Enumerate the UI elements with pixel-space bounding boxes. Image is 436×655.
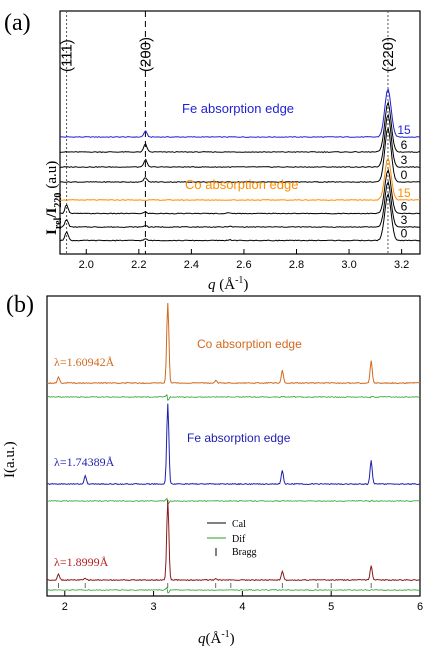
reflection-label: (200) xyxy=(137,37,154,72)
panel-b-ylabel: I(a.u.) xyxy=(2,441,18,478)
co-edge-label: Co absorption edge xyxy=(197,337,302,351)
panel-b-label: (b) xyxy=(6,292,34,318)
series-label: 0 xyxy=(401,168,408,182)
xlabel-q: q xyxy=(208,277,216,293)
a-xtick-label: 2.6 xyxy=(236,259,251,271)
difference-line xyxy=(47,586,421,594)
panel-a-xlabel: q (Å-1) xyxy=(208,275,248,293)
panel-b-curves xyxy=(46,302,421,594)
pattern-line xyxy=(46,403,421,486)
reflection-label: (111) xyxy=(59,39,76,72)
b-xtick-label: 2 xyxy=(62,601,68,613)
fe-wavelength-label: λ=1.74389Å xyxy=(54,455,115,469)
panel-a-xticks: 2.0 2.2 2.4 2.6 2.8 3.0 3.2 xyxy=(79,249,409,271)
ylabel-sub1: rel xyxy=(53,217,64,229)
ylabel-unit: (a.u) xyxy=(44,161,60,189)
pattern-line xyxy=(46,302,421,385)
panel-a-frame xyxy=(59,10,421,255)
series-label: 6 xyxy=(401,200,408,214)
co-group-label: Co absorption edge xyxy=(185,177,298,192)
legend-dif-label: Dif xyxy=(232,534,246,545)
xlabel-unit-close: ) xyxy=(243,277,248,293)
ylabel-mid: /I xyxy=(44,208,60,219)
svg-text:Irel/I220(a.u): Irel/I220 (a.u) xyxy=(44,161,64,235)
pattern-line xyxy=(46,499,421,582)
fe-group-label: Fe absorption edge xyxy=(182,101,294,116)
series-line xyxy=(59,87,421,138)
difference-line xyxy=(47,497,421,505)
red-wavelength-label: λ=1.8999Å xyxy=(54,555,109,569)
a-xtick-label: 2.0 xyxy=(79,259,94,271)
series-label: 15 xyxy=(397,123,411,137)
series-label: 0 xyxy=(401,227,408,241)
panel-b-legend: Cal Dif Bragg xyxy=(207,519,256,558)
co-wavelength-label: λ=1.60942Å xyxy=(54,355,115,369)
b-xtick-label: 5 xyxy=(328,601,334,613)
series-line xyxy=(59,126,421,183)
panel-b: (b) I(a.u.) 2 3 4 5 6 Co absorption edge λ=1… xyxy=(2,292,423,647)
series-line xyxy=(59,100,421,153)
series-line xyxy=(60,180,421,228)
panel-b-xticks: 2 3 4 5 6 xyxy=(62,591,423,613)
series-label: 6 xyxy=(401,138,408,152)
legend-bragg-label: Bragg xyxy=(232,547,256,558)
a-xtick-label: 3.0 xyxy=(341,259,356,271)
xlabel-exp: -1 xyxy=(235,275,243,286)
panel-a-ylabel: Irel/I220 (a.u) xyxy=(44,161,64,235)
series-line xyxy=(59,168,421,215)
series-label: 3 xyxy=(401,213,408,227)
reflection-label: (220) xyxy=(380,37,397,72)
series-line xyxy=(59,192,421,242)
a-xtick-label: 2.2 xyxy=(131,259,146,271)
panel-a-reflections: (111) (200) (220) xyxy=(59,11,397,254)
b-xlabel-unit-close: ) xyxy=(230,631,235,647)
b-xtick-label: 4 xyxy=(239,601,245,613)
series-line xyxy=(59,113,421,168)
b-xlabel-q: q xyxy=(198,631,206,647)
a-xtick-label: 2.4 xyxy=(184,259,199,271)
ylabel-main: I xyxy=(44,229,60,235)
a-xtick-label: 2.8 xyxy=(289,259,304,271)
b-xlabel-exp: -1 xyxy=(221,629,229,640)
fe-edge-label: Fe absorption edge xyxy=(187,431,291,445)
difference-line xyxy=(46,393,421,402)
panel-a-label: (a) xyxy=(4,10,31,36)
panel-a: (a) Irel/I220 (a.u) 2.0 2.2 2.4 2.6 2.8 3.0 3.2… xyxy=(4,10,421,293)
series-label: 15 xyxy=(397,186,411,200)
panel-b-frame xyxy=(46,295,421,597)
ylabel-sub2: 220 xyxy=(53,193,64,208)
a-xtick-label: 3.2 xyxy=(394,259,409,271)
b-xlabel-unit-open: (Å xyxy=(206,631,222,647)
b-xtick-label: 3 xyxy=(151,601,157,613)
series-line xyxy=(60,157,421,201)
series-label: 3 xyxy=(401,153,408,167)
xlabel-unit-open: (Å xyxy=(216,277,236,293)
b-xtick-label: 6 xyxy=(417,601,423,613)
legend-cal-label: Cal xyxy=(232,519,246,530)
panel-b-xlabel: q(Å-1) xyxy=(198,629,235,647)
